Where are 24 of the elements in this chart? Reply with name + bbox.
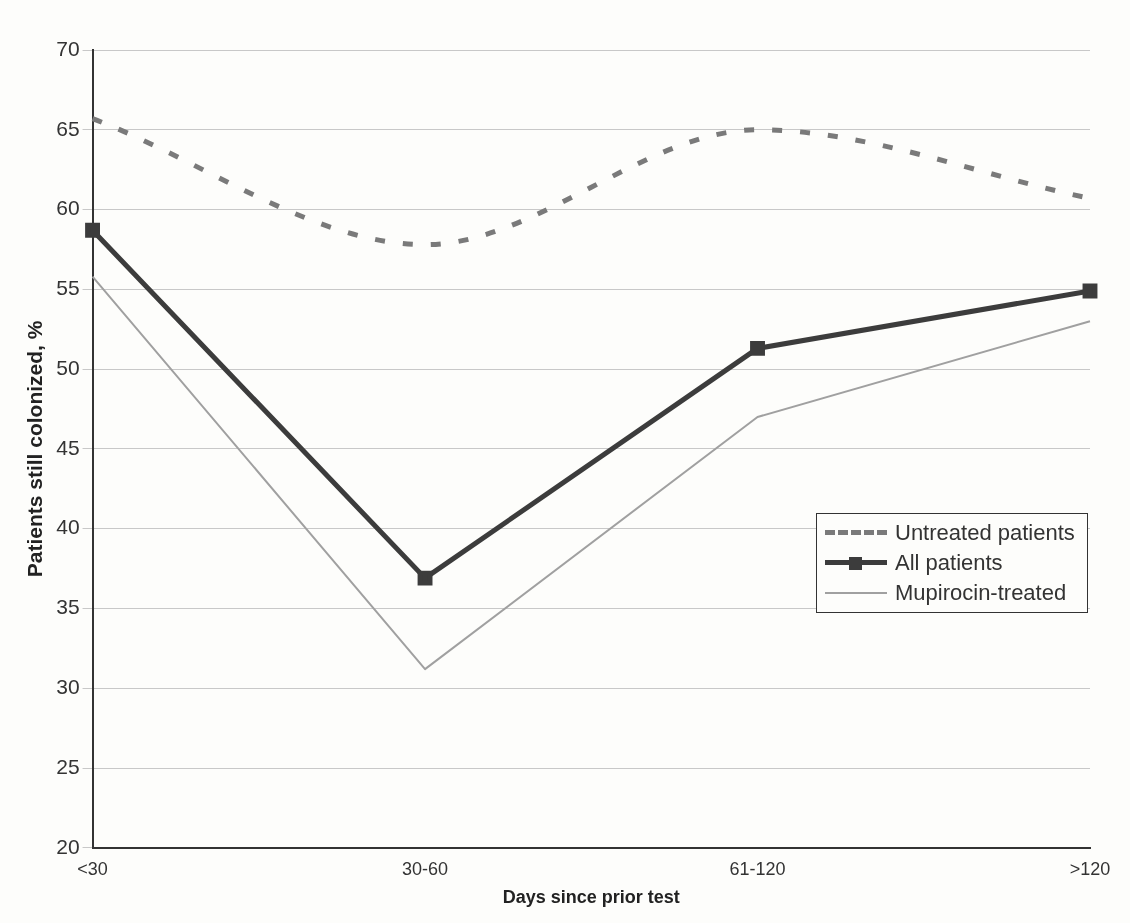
x-axis-title: Days since prior test — [502, 887, 680, 908]
point — [85, 222, 101, 238]
point — [1082, 283, 1098, 299]
point — [417, 570, 433, 586]
y-tick-label: 35 — [56, 595, 80, 619]
x-tick-label: 61-120 — [729, 858, 786, 879]
y-tick-label: 50 — [56, 355, 80, 379]
y-tick-label: 30 — [56, 675, 80, 699]
y-tick-label: 40 — [56, 515, 80, 539]
point — [750, 340, 765, 356]
y-axis-title: Patients still colonized, % — [23, 320, 47, 578]
legend-label: Mupirocin-treated — [895, 579, 1067, 606]
x-tick-label: 30-60 — [402, 858, 449, 879]
y-tick-label: 55 — [56, 276, 80, 300]
y-tick-label: 25 — [56, 754, 80, 778]
y-tick-label: 70 — [56, 36, 80, 60]
y-tick-label: 65 — [56, 116, 80, 140]
y-tick-label: 45 — [56, 435, 80, 459]
legend-label: Untreated patients — [895, 519, 1075, 546]
y-tick-label: 20 — [56, 834, 80, 858]
x-tick-label: >120 — [1069, 858, 1111, 879]
x-tick-label: <30 — [77, 858, 108, 879]
y-tick-label: 60 — [56, 196, 80, 220]
legend-label: All patients — [895, 549, 1003, 576]
